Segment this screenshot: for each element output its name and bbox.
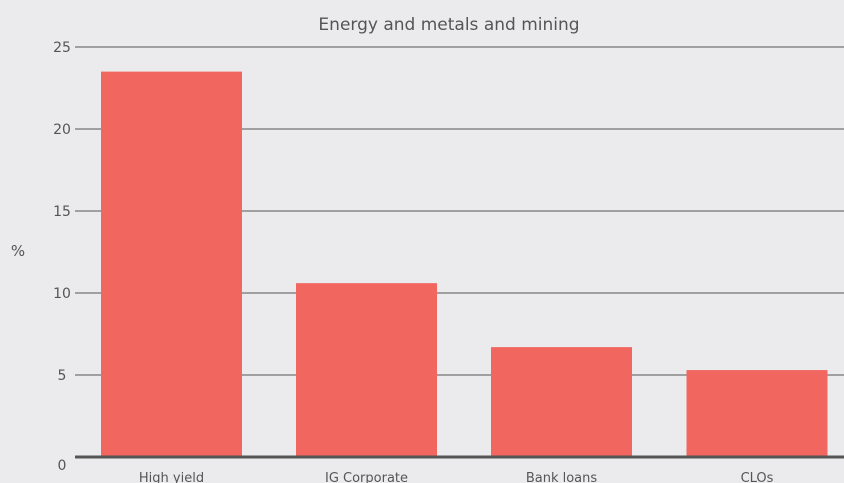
category-label: Bank loans bbox=[526, 471, 598, 483]
category-label: IG Corporate bbox=[325, 471, 408, 483]
y-tick-label: 0 bbox=[58, 458, 67, 474]
chart-subtitle: Energy and metals and mining bbox=[318, 15, 579, 35]
x-axis-categories: High yield IG Corporate Bank loans CLOs bbox=[139, 471, 774, 483]
bars bbox=[101, 71, 828, 457]
y-tick-label: 20 bbox=[53, 122, 71, 138]
y-tick-label: 15 bbox=[53, 204, 71, 220]
category-label: High yield bbox=[139, 471, 204, 483]
y-axis-ticks: 0 5 10 15 20 25 bbox=[53, 40, 71, 474]
y-tick-label: 25 bbox=[53, 40, 71, 56]
category-label: CLOs bbox=[741, 471, 774, 483]
bar-bank-loans bbox=[491, 347, 632, 457]
bar-high-yield bbox=[101, 71, 242, 457]
bar-clos bbox=[686, 370, 828, 457]
bar-ig-corporate bbox=[296, 283, 437, 457]
y-axis-label: % bbox=[11, 242, 25, 260]
y-tick-label: 5 bbox=[58, 368, 67, 384]
y-tick-label: 10 bbox=[53, 286, 71, 302]
